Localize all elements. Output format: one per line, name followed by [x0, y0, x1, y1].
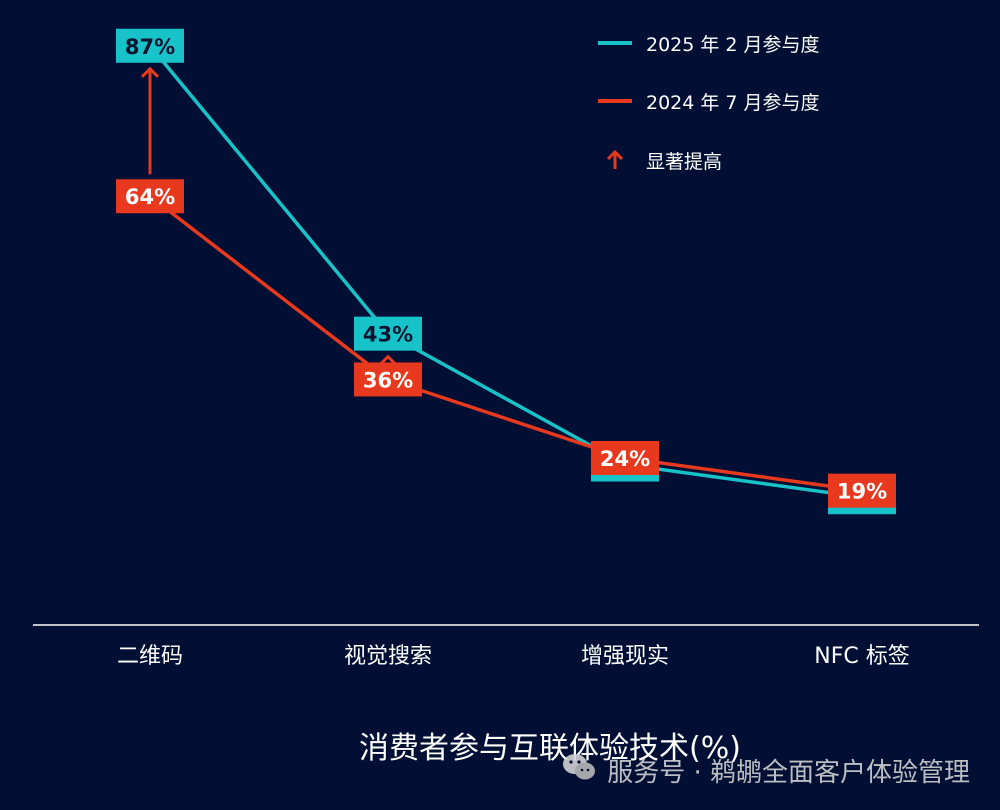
chart-title: 消费者参与互联体验技术(%)	[359, 731, 741, 766]
data-label-box	[354, 362, 422, 397]
data-label-text: 19%	[837, 480, 887, 504]
legend-swatch-red	[598, 99, 632, 103]
increase-arrow-0	[140, 66, 160, 175]
legend-label-increase: 显著提高	[646, 150, 723, 173]
wechat-icon	[561, 752, 597, 789]
data-label-text: 24%	[600, 447, 650, 471]
increase-arrow-1	[378, 354, 398, 366]
data-label-box	[591, 440, 659, 475]
legend-item-2025: 2025 年 2 月参与度	[598, 28, 820, 58]
data-label-s1-2: 24%	[591, 440, 659, 475]
series-line-0	[148, 44, 863, 499]
watermark-text: 服务号 · 鹈鹕全面客户体验管理	[607, 758, 970, 788]
data-label-text: 43%	[363, 323, 413, 347]
data-label-box	[116, 28, 184, 63]
category-label: NFC 标签	[814, 644, 910, 669]
data-label-s1-3: 19%	[828, 473, 896, 508]
data-label-s0-0: 87%	[116, 28, 184, 63]
category-label: 视觉搜索	[343, 644, 432, 669]
legend-item-increase: 显著提高	[598, 145, 722, 175]
legend-item-2024: 2024 年 7 月参与度	[598, 86, 820, 116]
data-label-box	[828, 473, 896, 508]
data-label-box	[354, 316, 422, 351]
legend-label-2025: 2025 年 2 月参与度	[646, 33, 820, 56]
data-label-box	[116, 179, 184, 214]
legend-label-2024: 2024 年 7 月参与度	[646, 91, 820, 114]
data-label-text: 64%	[125, 185, 175, 209]
data-label-s1-0: 64%	[116, 179, 184, 214]
legend-swatch-teal	[598, 41, 632, 45]
data-label-text: 87%	[125, 35, 175, 59]
data-label-s0-1: 43%	[354, 316, 422, 351]
data-label-text: 36%	[363, 368, 413, 392]
category-label: 二维码	[116, 644, 183, 669]
category-label: 增强现实	[580, 644, 669, 669]
watermark: 服务号 · 鹈鹕全面客户体验管理	[561, 752, 970, 789]
up-arrow-icon	[598, 149, 632, 171]
data-label-s1-1: 36%	[354, 362, 422, 397]
series-line-1	[148, 194, 863, 493]
